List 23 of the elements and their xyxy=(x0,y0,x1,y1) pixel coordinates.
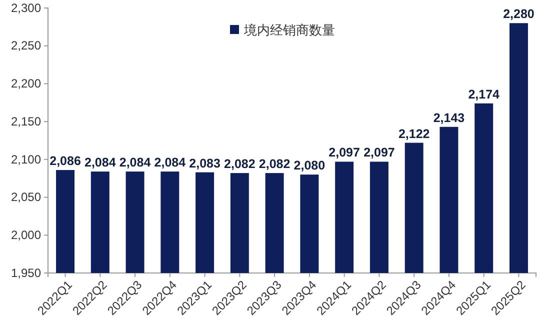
data-label: 2,122 xyxy=(398,126,430,141)
data-label: 2,082 xyxy=(258,157,290,172)
data-label: 2,084 xyxy=(154,156,186,170)
data-label: 2,084 xyxy=(119,156,151,170)
data-label: 2,084 xyxy=(84,156,116,170)
y-tick-label: 2,100 xyxy=(10,152,42,166)
data-label: 2,083 xyxy=(189,156,220,170)
y-tick-label: 2,250 xyxy=(10,38,42,53)
legend-label: 境内经销商数量 xyxy=(243,22,335,38)
data-label: 2,280 xyxy=(503,7,534,22)
y-tick-label: 2,150 xyxy=(10,114,42,128)
y-tick-label: 2,050 xyxy=(10,190,42,204)
y-tick-label: 2,000 xyxy=(10,228,42,242)
data-label: 2,097 xyxy=(328,146,360,160)
data-label: 2,080 xyxy=(294,158,326,173)
y-tick-label: 1,950 xyxy=(10,266,42,280)
data-label: 2,082 xyxy=(224,157,256,172)
data-label: 2,086 xyxy=(50,154,81,168)
data-label: 2,143 xyxy=(433,110,465,125)
data-label: 2,097 xyxy=(364,146,395,160)
y-tick-label: 2,300 xyxy=(10,0,42,15)
y-tick-label: 2,200 xyxy=(10,76,42,91)
data-label: 2,174 xyxy=(468,87,500,102)
